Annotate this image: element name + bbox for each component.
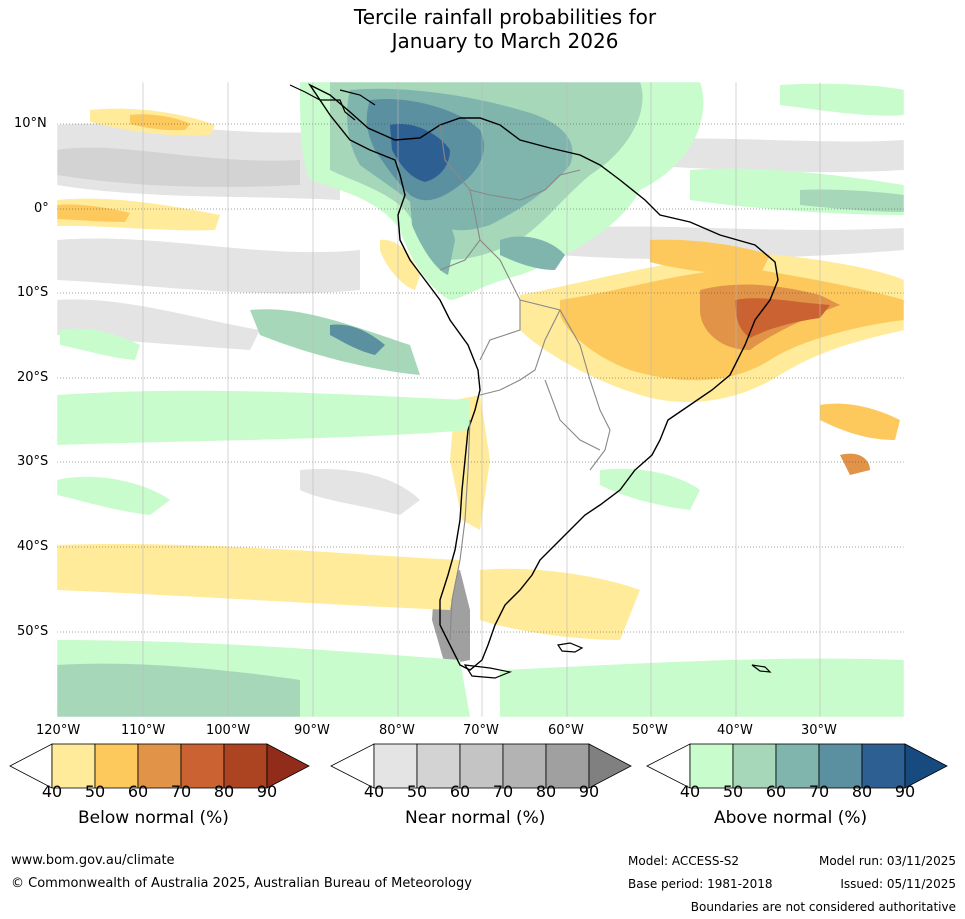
below-normal-band (130, 114, 190, 131)
below-normal-band (480, 568, 640, 640)
above-normal-band (500, 658, 904, 717)
legend-tick-label: 70 (492, 782, 514, 801)
legend-tick-label: 50 (84, 782, 106, 801)
legend-tick-label: 70 (170, 782, 192, 801)
meridians (142, 82, 821, 717)
lat-label: 30°S (17, 454, 49, 469)
near-normal-band (560, 226, 904, 260)
footer-copyright: © Commonwealth of Australia 2025, Austra… (11, 876, 472, 891)
below-normal-band (57, 543, 460, 610)
below-normal-band (840, 453, 870, 475)
south-georgia (751, 664, 772, 673)
above-normal-band (57, 663, 300, 717)
above-normal-band (500, 236, 565, 270)
lon-label: 90°W (294, 723, 330, 738)
lat-label: 10°S (17, 285, 49, 300)
near-normal-band (57, 238, 360, 294)
legend-tick-label: 40 (363, 782, 385, 801)
map-title-line2: January to March 2026 (391, 29, 619, 53)
lat-label: 0° (34, 201, 49, 216)
lon-label: 40°W (717, 723, 753, 738)
footer-website[interactable]: www.bom.gov.au/climate (11, 853, 175, 868)
below-normal-band (57, 198, 220, 231)
central-america-coastline (289, 84, 376, 121)
map-frame (56, 81, 905, 718)
above-normal-band (780, 83, 904, 116)
lon-label: 100°W (206, 723, 251, 738)
lon-label: 110°W (121, 723, 166, 738)
legend-near-normal (330, 743, 632, 789)
above-normal-band (330, 324, 385, 355)
legend-tick-label: 50 (406, 782, 428, 801)
near-normal-band (300, 469, 420, 515)
lat-label: 10°N (14, 116, 47, 131)
legend-tick-label: 60 (449, 782, 471, 801)
legend-title-near: Near normal (%) (405, 808, 546, 828)
country-borders (439, 124, 611, 641)
near-normal-band (57, 147, 300, 187)
lon-label: 80°W (379, 723, 415, 738)
footer-issued: Issued: 05/11/2025 (840, 877, 956, 891)
lon-label: 60°W (548, 723, 584, 738)
legend-below-normal (9, 743, 310, 789)
legend-tick-label: 40 (41, 782, 63, 801)
legend-title-above: Above normal (%) (714, 808, 868, 828)
above-normal-band (57, 390, 470, 445)
legend-title-below: Below normal (%) (78, 808, 229, 828)
above-normal-band (600, 468, 700, 510)
legend-tick-label: 50 (722, 782, 744, 801)
below-normal-band (380, 239, 420, 290)
footer-model: Model: ACCESS-S2 (628, 854, 740, 868)
footer-disclaimer: Boundaries are not considered authoritat… (690, 900, 956, 914)
lon-label: 70°W (463, 723, 499, 738)
above-normal-band (250, 309, 420, 375)
lat-label: 20°S (17, 370, 49, 385)
legend-tick-label: 80 (535, 782, 557, 801)
falkland-islands (556, 642, 584, 653)
map-title-line1: Tercile rainfall probabilities for (353, 5, 657, 29)
tierra-del-fuego (463, 664, 513, 679)
footer-base-period: Base period: 1981-2018 (628, 877, 773, 891)
south-america-coastline (307, 83, 779, 671)
above-normal-band (60, 328, 140, 360)
below-normal-band (650, 239, 770, 275)
legend-tick-label: 60 (765, 782, 787, 801)
lon-label: 50°W (632, 723, 668, 738)
legend-tick-label: 60 (127, 782, 149, 801)
lon-label: 120°W (36, 723, 81, 738)
legend-tick-label: 40 (679, 782, 701, 801)
legend-tick-label: 90 (894, 782, 916, 801)
above-normal-band (57, 476, 170, 515)
legend-above-normal (646, 743, 948, 789)
above-normal-band (800, 189, 904, 212)
lat-label: 40°S (17, 539, 49, 554)
legend-tick-label: 80 (851, 782, 873, 801)
footer-model-run: Model run: 03/11/2025 (818, 854, 956, 868)
legend-tick-label: 90 (578, 782, 600, 801)
legend-tick-label: 70 (808, 782, 830, 801)
below-normal-band (735, 298, 830, 338)
above-normal-band (410, 199, 455, 275)
legend-tick-label: 80 (213, 782, 235, 801)
legend-tick-label: 90 (256, 782, 278, 801)
lon-label: 30°W (801, 723, 837, 738)
below-normal-band (820, 403, 900, 440)
graticule (57, 123, 904, 633)
near-normal-band (640, 138, 904, 173)
lat-label: 50°S (17, 624, 49, 639)
